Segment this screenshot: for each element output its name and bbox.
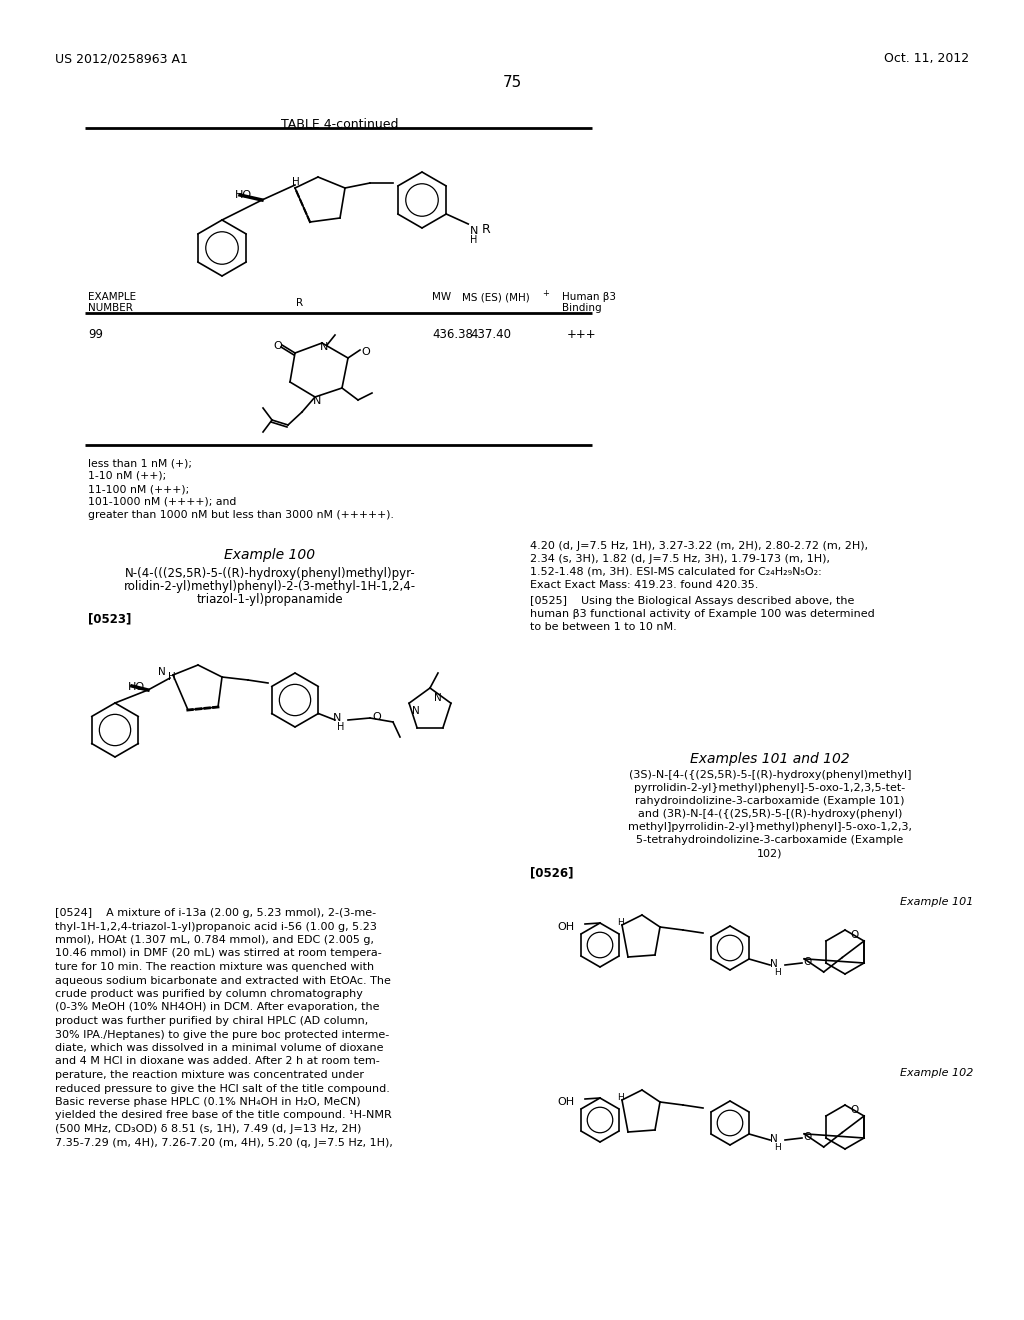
Text: H: H bbox=[337, 722, 344, 733]
Text: (3S)-N-[4-({(2S,5R)-5-[(R)-hydroxy(phenyl)methyl]: (3S)-N-[4-({(2S,5R)-5-[(R)-hydroxy(pheny… bbox=[629, 770, 911, 780]
Text: Example 100: Example 100 bbox=[224, 548, 315, 562]
Text: perature, the reaction mixture was concentrated under: perature, the reaction mixture was conce… bbox=[55, 1071, 364, 1080]
Text: rahydroindolizine-3-carboxamide (Example 101): rahydroindolizine-3-carboxamide (Example… bbox=[635, 796, 905, 807]
Text: 2.34 (s, 3H), 1.82 (d, J=7.5 Hz, 3H), 1.79-173 (m, 1H),: 2.34 (s, 3H), 1.82 (d, J=7.5 Hz, 3H), 1.… bbox=[530, 554, 830, 564]
Text: 1.52-1.48 (m, 3H). ESI-MS calculated for C₂₄H₂₉N₅O₂:: 1.52-1.48 (m, 3H). ESI-MS calculated for… bbox=[530, 568, 821, 577]
Text: N: N bbox=[158, 667, 166, 677]
Text: triazol-1-yl)propanamide: triazol-1-yl)propanamide bbox=[197, 593, 343, 606]
Text: H: H bbox=[292, 177, 300, 187]
Text: and (3R)-N-[4-({(2S,5R)-5-[(R)-hydroxy(phenyl): and (3R)-N-[4-({(2S,5R)-5-[(R)-hydroxy(p… bbox=[638, 809, 902, 818]
Text: 1-10 nM (++);: 1-10 nM (++); bbox=[88, 471, 166, 480]
Text: H: H bbox=[774, 1143, 780, 1152]
Text: Exact Exact Mass: 419.23. found 420.35.: Exact Exact Mass: 419.23. found 420.35. bbox=[530, 579, 759, 590]
Text: 101-1000 nM (++++); and: 101-1000 nM (++++); and bbox=[88, 498, 237, 507]
Text: 102): 102) bbox=[758, 847, 782, 858]
Text: ture for 10 min. The reaction mixture was quenched with: ture for 10 min. The reaction mixture wa… bbox=[55, 962, 374, 972]
Text: N: N bbox=[434, 693, 441, 704]
Text: H: H bbox=[617, 917, 624, 927]
Text: O: O bbox=[850, 1105, 858, 1115]
Text: to be between 1 to 10 nM.: to be between 1 to 10 nM. bbox=[530, 622, 677, 632]
Text: 11-100 nM (+++);: 11-100 nM (+++); bbox=[88, 484, 189, 494]
Text: N: N bbox=[319, 342, 329, 352]
Text: yielded the desired free base of the title compound. ¹H-NMR: yielded the desired free base of the tit… bbox=[55, 1110, 392, 1121]
Text: Example 101: Example 101 bbox=[900, 898, 974, 907]
Text: +++: +++ bbox=[567, 327, 597, 341]
Text: [0523]: [0523] bbox=[88, 612, 131, 624]
Text: 7.35-7.29 (m, 4H), 7.26-7.20 (m, 4H), 5.20 (q, J=7.5 Hz, 1H),: 7.35-7.29 (m, 4H), 7.26-7.20 (m, 4H), 5.… bbox=[55, 1138, 393, 1147]
Text: rolidin-2-yl)methyl)phenyl)-2-(3-methyl-1H-1,2,4-: rolidin-2-yl)methyl)phenyl)-2-(3-methyl-… bbox=[124, 579, 416, 593]
Text: Examples 101 and 102: Examples 101 and 102 bbox=[690, 752, 850, 766]
Text: [0525]    Using the Biological Assays described above, the: [0525] Using the Biological Assays descr… bbox=[530, 597, 854, 606]
Text: H: H bbox=[168, 672, 176, 682]
Text: US 2012/0258963 A1: US 2012/0258963 A1 bbox=[55, 51, 187, 65]
Text: 436.38: 436.38 bbox=[432, 327, 473, 341]
Text: H: H bbox=[470, 235, 477, 246]
Text: greater than 1000 nM but less than 3000 nM (+++++).: greater than 1000 nM but less than 3000 … bbox=[88, 510, 400, 520]
Text: pyrrolidin-2-yl}methyl)phenyl]-5-oxo-1,2,3,5-tet-: pyrrolidin-2-yl}methyl)phenyl]-5-oxo-1,2… bbox=[635, 783, 905, 793]
Text: 5-tetrahydroindolizine-3-carboxamide (Example: 5-tetrahydroindolizine-3-carboxamide (Ex… bbox=[636, 836, 903, 845]
Text: O: O bbox=[803, 957, 811, 968]
Text: O: O bbox=[361, 347, 370, 356]
Text: H: H bbox=[617, 1093, 624, 1102]
Text: Example 102: Example 102 bbox=[900, 1068, 974, 1078]
Text: 75: 75 bbox=[503, 75, 521, 90]
Text: N: N bbox=[333, 713, 341, 723]
Text: TABLE 4-continued: TABLE 4-continued bbox=[282, 117, 398, 131]
Text: OH: OH bbox=[557, 921, 574, 932]
Text: thyl-1H-1,2,4-triazol-1-yl)propanoic acid i-56 (1.00 g, 5.23: thyl-1H-1,2,4-triazol-1-yl)propanoic aci… bbox=[55, 921, 377, 932]
Text: (500 MHz, CD₃OD) δ 8.51 (s, 1H), 7.49 (d, J=13 Hz, 2H): (500 MHz, CD₃OD) δ 8.51 (s, 1H), 7.49 (d… bbox=[55, 1125, 361, 1134]
Text: N: N bbox=[770, 1134, 778, 1144]
Text: R: R bbox=[296, 298, 303, 308]
Text: +: + bbox=[542, 289, 549, 298]
Text: 30% IPA./Heptanes) to give the pure boc protected interme-: 30% IPA./Heptanes) to give the pure boc … bbox=[55, 1030, 389, 1040]
Text: and 4 M HCl in dioxane was added. After 2 h at room tem-: and 4 M HCl in dioxane was added. After … bbox=[55, 1056, 380, 1067]
Text: N: N bbox=[470, 226, 478, 236]
Text: Basic reverse phase HPLC (0.1% NH₄OH in H₂O, MeCN): Basic reverse phase HPLC (0.1% NH₄OH in … bbox=[55, 1097, 360, 1107]
Text: R: R bbox=[482, 223, 490, 236]
Text: product was further purified by chiral HPLC (AD column,: product was further purified by chiral H… bbox=[55, 1016, 369, 1026]
Text: 10.46 mmol) in DMF (20 mL) was stirred at room tempera-: 10.46 mmol) in DMF (20 mL) was stirred a… bbox=[55, 949, 382, 958]
Text: human β3 functional activity of Example 100 was determined: human β3 functional activity of Example … bbox=[530, 609, 874, 619]
Text: diate, which was dissolved in a minimal volume of dioxane: diate, which was dissolved in a minimal … bbox=[55, 1043, 384, 1053]
Text: O: O bbox=[803, 1133, 811, 1142]
Text: Human β3: Human β3 bbox=[562, 292, 616, 302]
Text: crude product was purified by column chromatography: crude product was purified by column chr… bbox=[55, 989, 362, 999]
Text: O: O bbox=[372, 711, 381, 722]
Text: (0-3% MeOH (10% NH4OH) in DCM. After evaporation, the: (0-3% MeOH (10% NH4OH) in DCM. After eva… bbox=[55, 1002, 380, 1012]
Text: N: N bbox=[412, 706, 420, 715]
Text: MW: MW bbox=[432, 292, 452, 302]
Text: HO: HO bbox=[234, 190, 252, 201]
Text: aqueous sodium bicarbonate and extracted with EtOAc. The: aqueous sodium bicarbonate and extracted… bbox=[55, 975, 391, 986]
Text: NUMBER: NUMBER bbox=[88, 304, 133, 313]
Text: O: O bbox=[850, 931, 858, 940]
Text: [0526]: [0526] bbox=[530, 866, 573, 879]
Text: less than 1 nM (+);: less than 1 nM (+); bbox=[88, 458, 193, 469]
Text: mmol), HOAt (1.307 mL, 0.784 mmol), and EDC (2.005 g,: mmol), HOAt (1.307 mL, 0.784 mmol), and … bbox=[55, 935, 374, 945]
Text: H: H bbox=[774, 968, 780, 977]
Text: OH: OH bbox=[557, 1097, 574, 1107]
Text: Binding: Binding bbox=[562, 304, 602, 313]
Text: methyl]pyrrolidin-2-yl}methyl)phenyl]-5-oxo-1,2,3,: methyl]pyrrolidin-2-yl}methyl)phenyl]-5-… bbox=[628, 822, 912, 832]
Text: O: O bbox=[273, 341, 282, 351]
Text: 99: 99 bbox=[88, 327, 103, 341]
Text: N: N bbox=[770, 960, 778, 969]
Text: N-(4-(((2S,5R)-5-((R)-hydroxy(phenyl)methyl)pyr-: N-(4-(((2S,5R)-5-((R)-hydroxy(phenyl)met… bbox=[125, 568, 416, 579]
Text: N: N bbox=[313, 396, 322, 407]
Text: 4.20 (d, J=7.5 Hz, 1H), 3.27-3.22 (m, 2H), 2.80-2.72 (m, 2H),: 4.20 (d, J=7.5 Hz, 1H), 3.27-3.22 (m, 2H… bbox=[530, 541, 868, 550]
Text: [0524]    A mixture of i-13a (2.00 g, 5.23 mmol), 2-(3-me-: [0524] A mixture of i-13a (2.00 g, 5.23 … bbox=[55, 908, 376, 917]
Text: Oct. 11, 2012: Oct. 11, 2012 bbox=[884, 51, 969, 65]
Text: EXAMPLE: EXAMPLE bbox=[88, 292, 136, 302]
Text: HO: HO bbox=[128, 682, 145, 692]
Text: reduced pressure to give the HCl salt of the title compound.: reduced pressure to give the HCl salt of… bbox=[55, 1084, 390, 1093]
Text: 437.40: 437.40 bbox=[470, 327, 511, 341]
Text: MS (ES) (MH): MS (ES) (MH) bbox=[462, 292, 529, 302]
